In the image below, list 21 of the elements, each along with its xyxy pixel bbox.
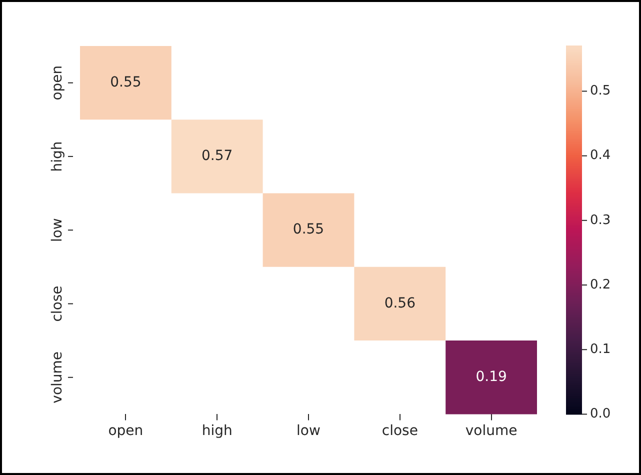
data-label: 0.19	[476, 369, 507, 386]
data-label: 0.57	[202, 148, 233, 164]
y-tick-label: close	[50, 286, 66, 322]
color-bar-label: 0.2	[590, 277, 611, 292]
color-bar-label: 0.4	[590, 148, 611, 164]
data-label: 0.55	[292, 222, 324, 238]
x-tick-label: volume	[465, 423, 518, 440]
y-tick-label: open	[50, 65, 66, 100]
x-tick-label: open	[108, 423, 144, 440]
color-bar-label: 0.3	[590, 212, 611, 228]
x-tick-label: high	[202, 423, 232, 440]
y-tick-label: high	[50, 141, 66, 172]
color-bar-label: 0.5	[590, 84, 611, 99]
data-label: 0.55	[110, 74, 142, 90]
x-tick-label: close	[382, 423, 418, 440]
color-bar-label: 0.1	[590, 342, 611, 357]
color-bar-label: 0.0	[590, 406, 611, 422]
data-label: 0.56	[384, 295, 416, 312]
y-tick-label: low	[50, 218, 66, 242]
y-tick-label: volume	[50, 351, 66, 404]
x-tick-label: low	[296, 423, 320, 440]
